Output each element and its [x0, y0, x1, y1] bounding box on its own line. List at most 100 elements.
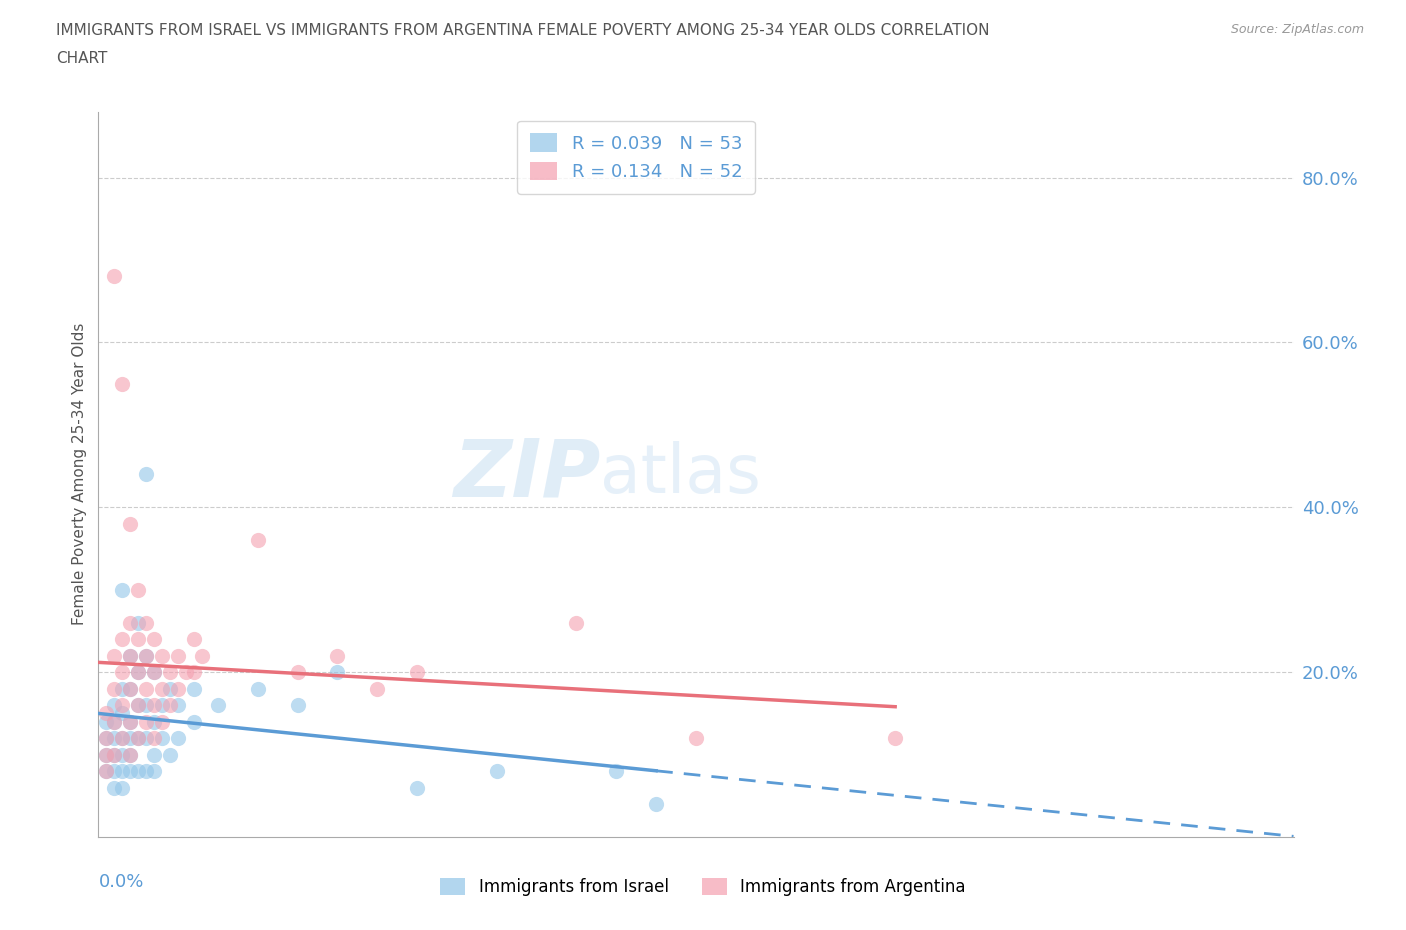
- Point: [103, 681, 125, 696]
- Point: [111, 747, 134, 762]
- Point: [135, 467, 157, 482]
- Point: [103, 731, 125, 746]
- Point: [103, 698, 125, 712]
- Point: [135, 648, 157, 663]
- Point: [605, 764, 627, 778]
- Point: [111, 665, 134, 680]
- Point: [143, 631, 166, 646]
- Point: [685, 731, 707, 746]
- Point: [103, 714, 125, 729]
- Text: IMMIGRANTS FROM ISRAEL VS IMMIGRANTS FROM ARGENTINA FEMALE POVERTY AMONG 25-34 Y: IMMIGRANTS FROM ISRAEL VS IMMIGRANTS FRO…: [56, 23, 990, 38]
- Point: [96, 747, 118, 762]
- Point: [183, 714, 205, 729]
- Point: [96, 764, 118, 778]
- Point: [127, 665, 149, 680]
- Point: [150, 714, 173, 729]
- Point: [326, 648, 349, 663]
- Point: [143, 698, 166, 712]
- Point: [120, 648, 142, 663]
- Text: Source: ZipAtlas.com: Source: ZipAtlas.com: [1230, 23, 1364, 36]
- Point: [120, 714, 142, 729]
- Point: [120, 731, 142, 746]
- Point: [127, 631, 149, 646]
- Point: [406, 665, 429, 680]
- Point: [103, 714, 125, 729]
- Point: [366, 681, 388, 696]
- Point: [150, 698, 173, 712]
- Legend: R = 0.039   N = 53, R = 0.134   N = 52: R = 0.039 N = 53, R = 0.134 N = 52: [517, 121, 755, 193]
- Point: [143, 714, 166, 729]
- Point: [120, 648, 142, 663]
- Point: [127, 698, 149, 712]
- Point: [111, 706, 134, 721]
- Point: [167, 681, 190, 696]
- Point: [103, 269, 125, 284]
- Point: [127, 582, 149, 597]
- Point: [120, 516, 142, 531]
- Text: CHART: CHART: [56, 51, 108, 66]
- Point: [96, 714, 118, 729]
- Point: [111, 681, 134, 696]
- Point: [183, 631, 205, 646]
- Point: [111, 764, 134, 778]
- Point: [150, 731, 173, 746]
- Point: [135, 731, 157, 746]
- Point: [111, 631, 134, 646]
- Point: [645, 797, 668, 812]
- Point: [103, 764, 125, 778]
- Point: [143, 747, 166, 762]
- Point: [135, 764, 157, 778]
- Point: [135, 648, 157, 663]
- Text: ZIP: ZIP: [453, 435, 600, 513]
- Point: [565, 616, 588, 631]
- Point: [246, 533, 269, 548]
- Point: [326, 665, 349, 680]
- Point: [191, 648, 214, 663]
- Point: [159, 681, 181, 696]
- Point: [884, 731, 907, 746]
- Point: [159, 698, 181, 712]
- Point: [103, 747, 125, 762]
- Point: [174, 665, 197, 680]
- Point: [183, 681, 205, 696]
- Point: [135, 714, 157, 729]
- Point: [127, 731, 149, 746]
- Point: [127, 665, 149, 680]
- Point: [135, 681, 157, 696]
- Text: atlas: atlas: [600, 442, 761, 507]
- Text: 0.0%: 0.0%: [98, 873, 143, 891]
- Point: [96, 764, 118, 778]
- Point: [406, 780, 429, 795]
- Point: [135, 616, 157, 631]
- Point: [143, 731, 166, 746]
- Point: [143, 764, 166, 778]
- Point: [120, 681, 142, 696]
- Point: [167, 698, 190, 712]
- Point: [111, 582, 134, 597]
- Point: [246, 681, 269, 696]
- Point: [167, 731, 190, 746]
- Point: [120, 747, 142, 762]
- Legend: Immigrants from Israel, Immigrants from Argentina: Immigrants from Israel, Immigrants from …: [433, 871, 973, 903]
- Point: [287, 698, 309, 712]
- Point: [120, 714, 142, 729]
- Point: [111, 780, 134, 795]
- Point: [96, 747, 118, 762]
- Point: [120, 747, 142, 762]
- Point: [120, 764, 142, 778]
- Y-axis label: Female Poverty Among 25-34 Year Olds: Female Poverty Among 25-34 Year Olds: [72, 323, 87, 626]
- Point: [120, 616, 142, 631]
- Point: [127, 731, 149, 746]
- Point: [135, 698, 157, 712]
- Point: [150, 648, 173, 663]
- Point: [111, 731, 134, 746]
- Point: [103, 648, 125, 663]
- Point: [143, 665, 166, 680]
- Point: [183, 665, 205, 680]
- Point: [111, 698, 134, 712]
- Point: [207, 698, 229, 712]
- Point: [127, 698, 149, 712]
- Point: [159, 665, 181, 680]
- Point: [143, 665, 166, 680]
- Point: [287, 665, 309, 680]
